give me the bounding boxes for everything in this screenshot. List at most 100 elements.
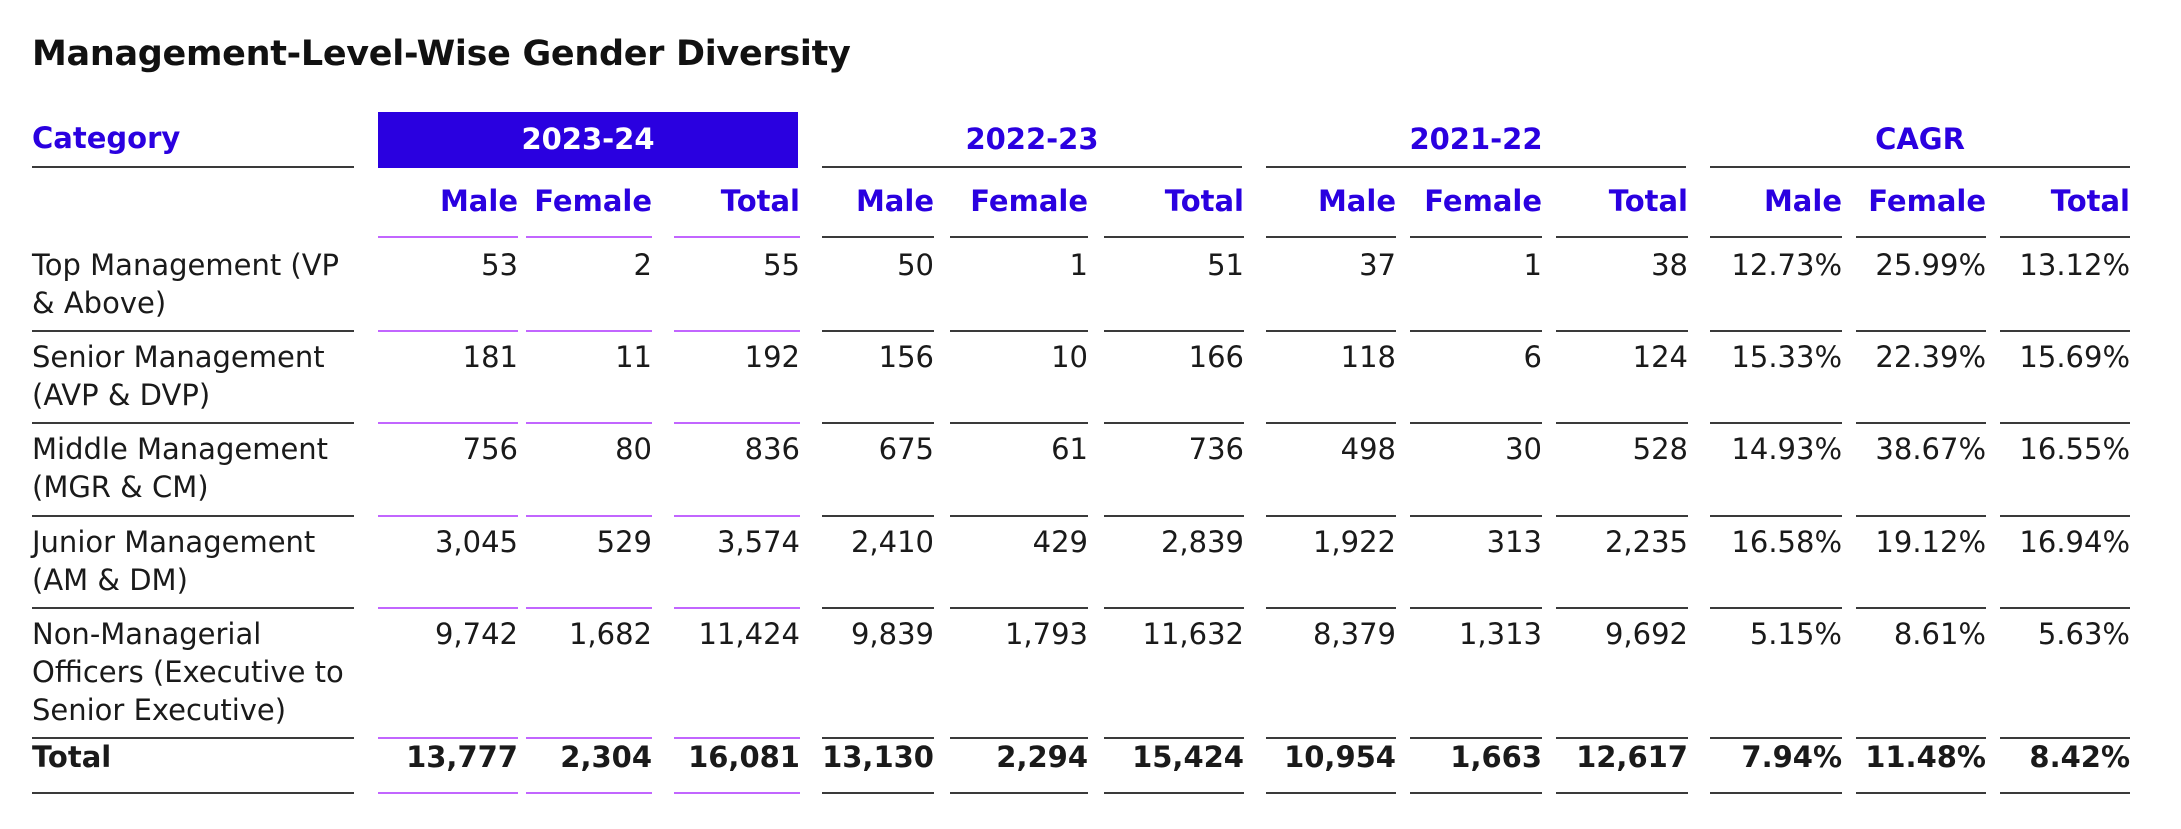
row-rule (32, 607, 354, 609)
row-category: Junior Management (AM & DM) (32, 525, 316, 597)
table-cell: 429 (1032, 525, 1088, 559)
table-cell: 1 (1523, 248, 1542, 282)
sub-header: Male (855, 184, 934, 218)
year-header-2021-22: 2021-22 (1266, 112, 1686, 168)
table-cell: 22.39% (1875, 340, 1986, 374)
row-rule (950, 422, 1088, 424)
table-cell: 30 (1505, 432, 1542, 466)
row-rule (1266, 607, 1396, 609)
row-rule (1410, 792, 1542, 794)
row-rule (1266, 422, 1396, 424)
row-rule (1556, 422, 1688, 424)
year-header-2023-24: 2023-24 (378, 112, 798, 168)
table-cell: 9,839 (850, 617, 934, 651)
table-cell: 16.58% (1731, 525, 1842, 559)
table-cell: 736 (1188, 432, 1244, 466)
row-rule (674, 330, 800, 332)
row-rule (1410, 737, 1542, 739)
table-cell: 313 (1486, 525, 1542, 559)
table-cell: 12,617 (1576, 740, 1688, 774)
table-cell: 2,839 (1160, 525, 1244, 559)
table-cell: 13,777 (406, 740, 518, 774)
table-cell: 2,304 (560, 740, 652, 774)
table-cell: 80 (615, 432, 652, 466)
row-rule (2000, 515, 2130, 517)
row-rule (674, 515, 800, 517)
table-cell: 2 (633, 248, 652, 282)
row-rule (674, 792, 800, 794)
sub-header-rule (1410, 236, 1542, 238)
row-category: Non-Managerial Officers (Executive to Se… (32, 617, 344, 727)
row-rule (1856, 737, 1986, 739)
year-header-CAGR: CAGR (1710, 112, 2130, 168)
row-rule (950, 737, 1088, 739)
sub-header-rule (1266, 236, 1396, 238)
row-rule (1710, 330, 1842, 332)
table-cell: 836 (744, 432, 800, 466)
row-rule (674, 737, 800, 739)
sub-header: Total (720, 184, 800, 218)
row-category: Top Management (VP & Above) (32, 248, 340, 320)
row-rule (32, 792, 354, 794)
row-category: Senior Management (AVP & DVP) (32, 340, 325, 412)
table-cell: 156 (878, 340, 934, 374)
table-cell: 16.55% (2019, 432, 2130, 466)
sub-header: Female (1424, 184, 1542, 218)
row-rule (822, 515, 934, 517)
row-rule (1556, 330, 1688, 332)
row-rule (1856, 422, 1986, 424)
table-cell: 1 (1069, 248, 1088, 282)
table-cell: 11,632 (1142, 617, 1244, 651)
sub-header-rule (1710, 236, 1842, 238)
row-rule (822, 607, 934, 609)
row-rule (2000, 607, 2130, 609)
row-rule (822, 330, 934, 332)
row-rule (1410, 607, 1542, 609)
row-rule (526, 792, 652, 794)
table-cell: 9,692 (1604, 617, 1688, 651)
table-cell: 1,682 (568, 617, 652, 651)
table-cell: 124 (1632, 340, 1688, 374)
row-rule (950, 607, 1088, 609)
table-cell: 51 (1207, 248, 1244, 282)
table-cell: 1,793 (1004, 617, 1088, 651)
table-cell: 8.42% (2029, 740, 2130, 774)
table-cell: 8,379 (1312, 617, 1396, 651)
row-rule (1104, 422, 1244, 424)
table-cell: 50 (897, 248, 934, 282)
sub-header-rule (1104, 236, 1244, 238)
table-cell: 498 (1340, 432, 1396, 466)
table-cell: 11 (615, 340, 652, 374)
year-header-2022-23: 2022-23 (822, 112, 1242, 168)
row-rule (822, 422, 934, 424)
row-rule (32, 737, 354, 739)
table-cell: 2,235 (1604, 525, 1688, 559)
row-rule (378, 737, 518, 739)
table-cell: 61 (1051, 432, 1088, 466)
row-rule (2000, 792, 2130, 794)
row-rule (1856, 792, 1986, 794)
row-rule (526, 607, 652, 609)
sub-header: Female (1868, 184, 1986, 218)
row-rule (950, 330, 1088, 332)
table-cell: 15.33% (1731, 340, 1842, 374)
sub-header-rule (526, 236, 652, 238)
table-cell: 9,742 (434, 617, 518, 651)
table-cell: 53 (481, 248, 518, 282)
row-rule (1710, 422, 1842, 424)
category-header: Category (32, 121, 181, 155)
sub-header-rule (1556, 236, 1688, 238)
row-rule (526, 737, 652, 739)
row-rule (1556, 607, 1688, 609)
sub-header: Male (439, 184, 518, 218)
table-cell: 55 (763, 248, 800, 282)
row-rule (1266, 792, 1396, 794)
sub-header-rule (378, 236, 518, 238)
row-rule (32, 330, 354, 332)
row-rule (1710, 737, 1842, 739)
table-cell: 13,130 (822, 740, 934, 774)
table-cell: 15.69% (2019, 340, 2130, 374)
row-rule (1710, 792, 1842, 794)
table-cell: 1,922 (1312, 525, 1396, 559)
row-rule (1410, 330, 1542, 332)
